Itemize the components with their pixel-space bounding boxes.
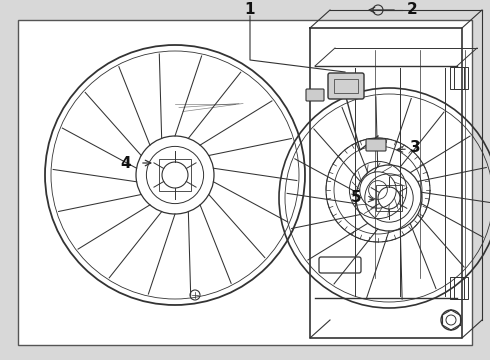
FancyBboxPatch shape xyxy=(306,89,324,101)
Bar xyxy=(454,277,468,299)
Text: 5: 5 xyxy=(351,190,361,206)
Bar xyxy=(376,185,402,211)
Bar xyxy=(334,79,358,93)
FancyBboxPatch shape xyxy=(366,139,386,151)
Bar xyxy=(159,159,191,191)
Text: 1: 1 xyxy=(245,3,255,18)
FancyBboxPatch shape xyxy=(319,257,361,273)
Text: 3: 3 xyxy=(410,140,420,156)
Bar xyxy=(454,67,468,89)
Text: 4: 4 xyxy=(121,156,131,171)
Text: 2: 2 xyxy=(407,3,417,18)
FancyBboxPatch shape xyxy=(328,73,364,99)
Bar xyxy=(450,67,464,89)
Bar xyxy=(450,277,464,299)
